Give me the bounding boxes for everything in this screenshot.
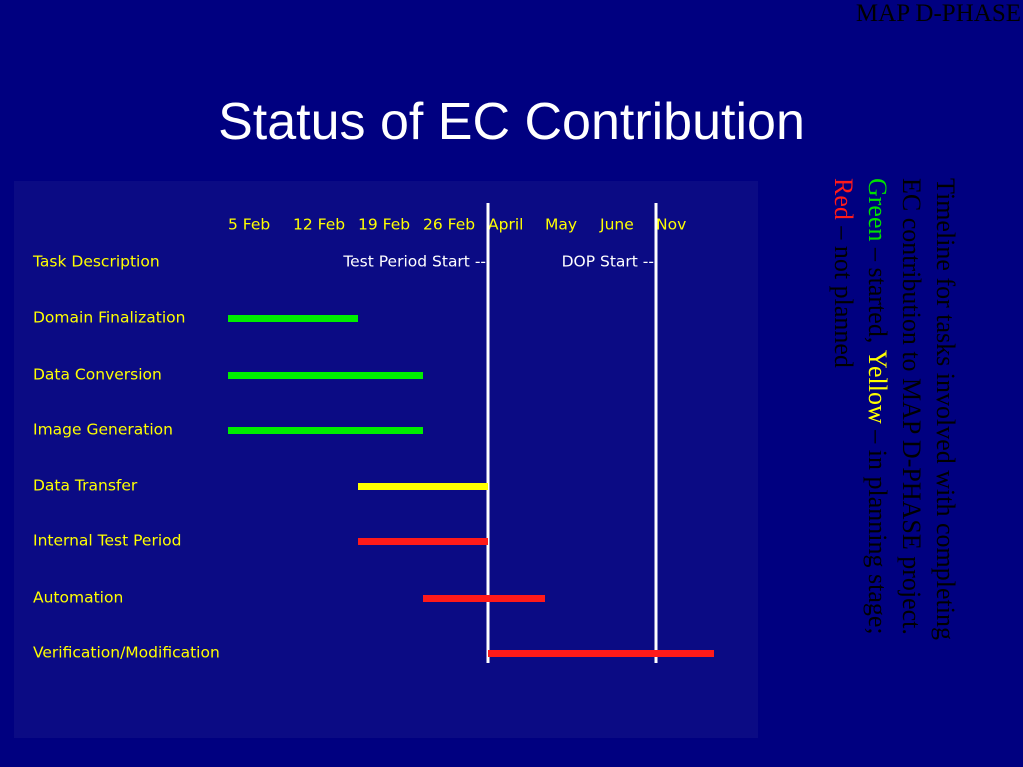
task-bar <box>228 315 358 322</box>
column-label: April <box>488 216 523 234</box>
column-label: May <box>545 216 577 234</box>
task-label: Automation <box>33 589 123 607</box>
corner-label: MAP D-PHASE <box>855 0 1021 27</box>
task-header: Task Description <box>32 253 160 271</box>
task-bar <box>488 650 714 657</box>
milestone-label: Test Period Start -- <box>342 253 486 271</box>
task-bar <box>228 427 423 434</box>
legend-text: – started, <box>863 241 892 350</box>
legend: Timeline for tasks involved with complet… <box>826 178 962 738</box>
panel <box>14 181 758 738</box>
task-label: Data Transfer <box>33 477 138 495</box>
column-label: Nov <box>656 216 686 234</box>
legend-green: Green <box>863 178 892 242</box>
task-label: Verification/Modification <box>33 644 220 662</box>
slide-title: Status of EC Contribution <box>218 93 805 151</box>
task-bar <box>358 538 488 545</box>
task-label: Data Conversion <box>33 366 162 384</box>
legend-line: EC contribution to MAP D-PHASE project. <box>897 178 926 635</box>
column-label: 26 Feb <box>423 216 475 234</box>
column-label: 5 Feb <box>228 216 270 234</box>
legend-line: Timeline for tasks involved with complet… <box>931 178 960 640</box>
column-label: 12 Feb <box>293 216 345 234</box>
legend-red: Red <box>829 178 858 220</box>
task-label: Internal Test Period <box>33 532 181 550</box>
milestone-label: DOP Start -- <box>562 253 654 271</box>
legend-text: – not planned <box>829 219 858 368</box>
task-bar <box>228 372 423 379</box>
legend-line: Green – started, Yellow – in planning st… <box>860 178 894 738</box>
legend-line: Red – not planned <box>826 178 860 738</box>
column-label: 19 Feb <box>358 216 410 234</box>
column-label: June <box>599 216 634 234</box>
task-bar <box>358 483 488 490</box>
legend-text: – in planning stage; <box>863 423 892 635</box>
legend-yellow: Yellow <box>863 349 892 424</box>
task-label: Domain Finalization <box>33 309 185 327</box>
task-bar <box>423 595 545 602</box>
task-label: Image Generation <box>33 421 173 439</box>
